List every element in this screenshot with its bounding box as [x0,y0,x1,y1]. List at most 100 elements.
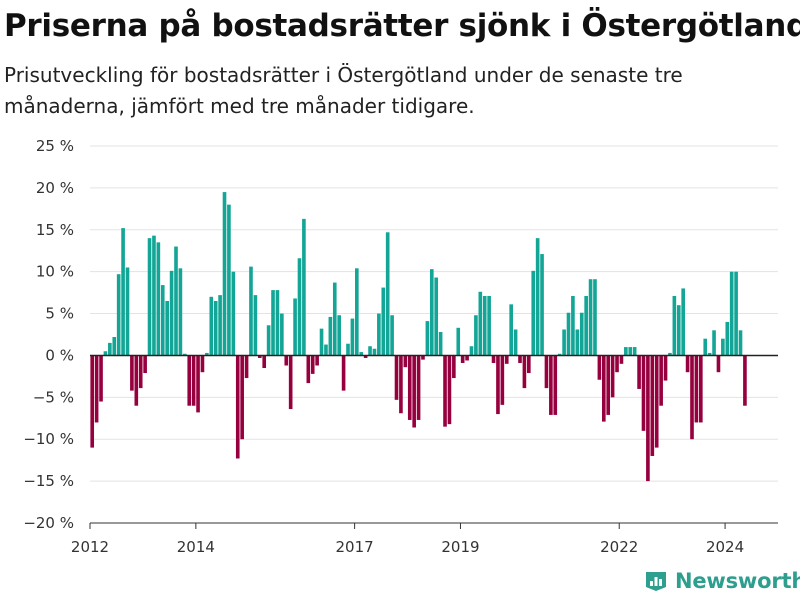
chart-subtitle: Prisutveckling för bostadsrätter i Öster… [4,63,683,118]
bar [249,266,253,356]
bar [487,295,491,356]
bar [244,355,249,379]
bar [152,235,156,356]
bar [540,254,544,356]
bar [257,355,262,358]
bar [729,271,734,356]
bar [527,355,531,374]
y-tick-label: 15 % [36,221,74,239]
bar [205,352,209,356]
bar [165,300,169,356]
bar [676,305,681,356]
bar [275,290,280,356]
bar [363,355,368,358]
bar [147,238,152,356]
bar [90,355,95,448]
bar [557,353,562,356]
bar [399,355,403,414]
bar [332,282,337,356]
bar [293,298,297,356]
bar [403,355,408,368]
bar [302,218,306,356]
bar [200,355,205,373]
bar [116,274,121,356]
bar [222,192,227,356]
bar [266,325,271,356]
bar [646,355,650,482]
bar [579,312,584,356]
bar [619,355,624,364]
bar [716,355,721,373]
bar [359,352,364,356]
bar [191,355,196,406]
y-tick-label: 20 % [36,179,74,197]
bar [429,269,434,356]
bar [231,271,236,356]
bar [668,352,672,356]
bar [654,355,659,448]
bar [588,279,593,356]
x-tick-label: 2019 [441,538,479,556]
bar [271,290,275,356]
bar [443,355,447,427]
bar [310,355,315,374]
bar [368,346,372,356]
bar [143,355,147,374]
bar [549,355,553,415]
bar [218,295,222,356]
bar [341,355,346,391]
bar [235,355,240,459]
y-tick-label: 10 % [36,263,74,281]
bar [469,346,474,356]
bar [99,355,103,402]
bar [641,355,646,431]
y-tick-label: −5 % [33,388,74,406]
bar [685,355,690,373]
bar [659,355,663,406]
bar [240,355,244,440]
bar [187,355,192,406]
bar [734,271,738,356]
bar [610,355,615,398]
x-tick-label: 2014 [177,538,215,556]
y-tick-label: −20 % [23,514,74,532]
y-tick-label: −15 % [23,472,74,490]
bar [438,331,443,356]
x-tick-label: 2012 [71,538,109,556]
bar [522,355,527,389]
bar [421,355,425,360]
bar [743,355,747,406]
bar [628,347,633,356]
bar [584,295,588,356]
bar [712,330,716,356]
bar [103,351,108,356]
bar [174,246,178,356]
bar [518,355,522,363]
bar [452,355,456,379]
bar [324,344,328,356]
bar [699,355,703,423]
bar [566,312,571,356]
bar [544,355,549,389]
brand-logo[interactable]: Newsworthy [644,569,800,593]
bar [535,238,540,356]
bar [703,338,708,356]
bar [284,355,289,366]
chart-title: Priserna på bostadsrätter sjönk i Österg… [4,8,800,44]
bar [138,355,143,389]
bar [315,355,319,366]
bar [381,287,386,356]
bar [288,355,293,410]
bar [253,295,258,356]
bar [262,355,267,369]
bar [227,204,231,356]
bar [690,355,694,440]
bar [390,315,394,356]
bar [156,242,161,356]
y-tick-label: 0 % [45,346,74,364]
bar [707,352,712,356]
bar [416,355,421,420]
bar [328,316,333,356]
bar [112,337,117,356]
newsworthy-logo-icon [646,572,666,591]
